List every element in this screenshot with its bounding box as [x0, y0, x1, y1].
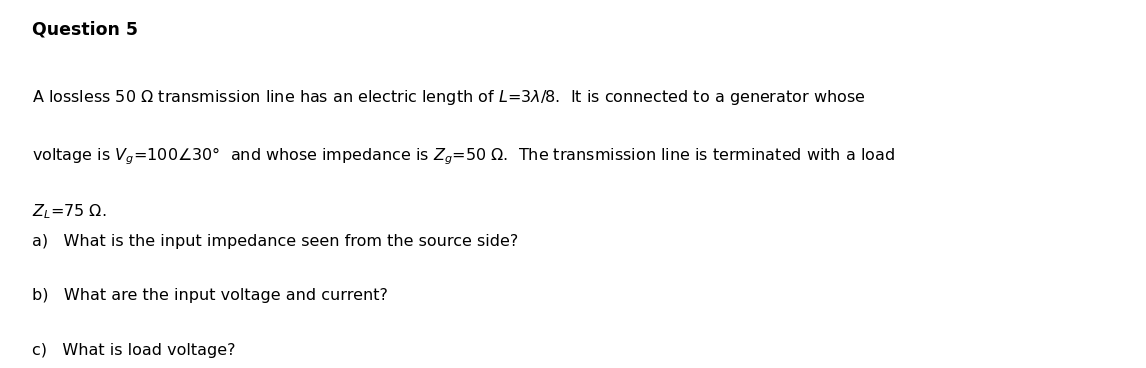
Text: c)   What is load voltage?: c) What is load voltage?: [32, 343, 236, 358]
Text: b)   What are the input voltage and current?: b) What are the input voltage and curren…: [32, 288, 388, 303]
Text: A lossless 50 $\Omega$ transmission line has an electric length of $L$=3$\lambda: A lossless 50 $\Omega$ transmission line…: [32, 88, 865, 107]
Text: voltage is $V_g$=100$\angle$30°  and whose impedance is $Z_g$=50 $\Omega$.  The : voltage is $V_g$=100$\angle$30° and whos…: [32, 145, 895, 167]
Text: $Z_L$=75 $\Omega$.: $Z_L$=75 $\Omega$.: [32, 202, 107, 221]
Text: Question 5: Question 5: [32, 20, 138, 38]
Text: a)   What is the input impedance seen from the source side?: a) What is the input impedance seen from…: [32, 234, 518, 249]
